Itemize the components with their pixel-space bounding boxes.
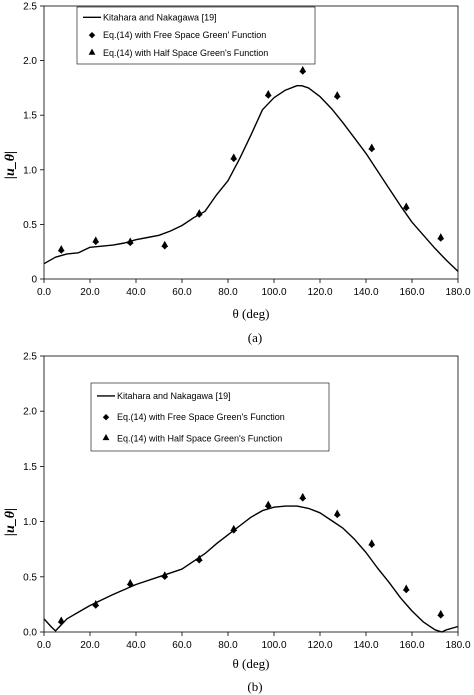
x-tick-label: 80.0 (218, 287, 238, 298)
data-point-half-space (368, 539, 376, 546)
data-point-half-space (402, 584, 410, 591)
x-axis-label: θ (deg) (233, 656, 270, 671)
data-point-half-space (126, 579, 134, 586)
data-point-half-space (92, 600, 100, 607)
data-point-half-space (195, 209, 203, 216)
chart-panel-b: 0.0 20.0 40.0 60.0 80.0 100.0 120.0 140.0 160.0 1… (3, 352, 471, 695)
data-point-half-space (230, 153, 238, 160)
y-axis-label: |u_θ| (3, 508, 18, 536)
x-tick-label: 0.0 (37, 640, 51, 651)
legend-diamond-swatch (102, 413, 110, 421)
plot-frame (43, 5, 459, 280)
y-axis-label-text: |u_θ| (3, 508, 18, 536)
data-point-half-space (57, 245, 65, 252)
data-point-half-space (57, 616, 65, 623)
chart-panel-a: 0.0 20.0 40.0 60.0 80.0 100.0 120.0 140.0 160.0 1… (3, 2, 471, 346)
x-tick-label: 180.0 (445, 640, 470, 651)
data-point-half-space (264, 90, 272, 97)
x-tick-label: 140.0 (353, 287, 378, 298)
x-tick-label: 160.0 (399, 640, 424, 651)
x-tick-label: 120.0 (307, 640, 332, 651)
legend-label: Eq.(14) with Free Space Green's Function (117, 412, 285, 422)
legend-label: Kitahara and Nakagawa [19] (117, 391, 231, 401)
legend-diamond-swatch (88, 31, 96, 39)
x-tick-label: 0.0 (37, 287, 51, 298)
y-tick-label: 1.5 (23, 462, 37, 473)
data-point-half-space (92, 236, 100, 243)
series-line-kitahara (43, 505, 459, 633)
x-tick-label: 180.0 (445, 287, 470, 298)
y-tick-label: 2.5 (23, 2, 37, 13)
x-tick-label: 60.0 (172, 287, 192, 298)
legend-box (90, 382, 330, 452)
legend-box (76, 6, 316, 65)
data-point-half-space (230, 524, 238, 532)
y-tick-label: 2.0 (23, 56, 37, 67)
plot-frame (43, 355, 459, 633)
data-point-half-space (126, 237, 134, 244)
y-tick-label: 0.5 (23, 572, 37, 583)
y-tick-label: 1.0 (23, 165, 37, 176)
panel-caption: (b) (247, 679, 262, 694)
legend-label: Eq.(14) with Half Space Green's Function (117, 433, 282, 443)
x-tick-label: 40.0 (126, 640, 146, 651)
x-tick-label: 20.0 (80, 287, 100, 298)
y-tick-label: 0 (31, 275, 37, 286)
x-tick-label: 120.0 (307, 287, 332, 298)
data-point-half-space (333, 91, 341, 98)
data-point-half-space (333, 509, 341, 516)
y-tick-label: 0.0 (23, 628, 37, 639)
x-tick-label: 140.0 (353, 640, 378, 651)
data-point-half-space (161, 240, 169, 247)
y-tick-label: 1.0 (23, 517, 37, 528)
x-tick-label: 20.0 (80, 640, 100, 651)
legend-triangle-swatch (102, 434, 110, 441)
data-point-half-space (264, 500, 272, 507)
x-tick-label: 80.0 (218, 640, 238, 651)
y-tick-label: 2.5 (23, 352, 37, 363)
data-point-half-space (299, 66, 307, 73)
data-point-half-space (437, 233, 445, 240)
data-point-half-space (402, 202, 410, 209)
x-tick-label: 100.0 (261, 640, 286, 651)
y-tick-label: 2.0 (23, 407, 37, 418)
x-tick-label: 60.0 (172, 640, 192, 651)
series-line-kitahara (43, 84, 459, 272)
y-tick-label: 0.5 (23, 220, 37, 231)
legend-label: Kitahara and Nakagawa [19] (103, 12, 217, 22)
y-axis-label-text: |u_θ| (3, 151, 18, 179)
data-point-half-space (161, 571, 169, 578)
x-tick-label: 40.0 (126, 287, 146, 298)
x-axis-label: θ (deg) (233, 306, 270, 321)
x-tick-label: 160.0 (399, 287, 424, 298)
panel-caption: (a) (248, 330, 262, 345)
legend-label: Eq.(14) with Free Space Green' Function (103, 30, 266, 40)
legend-label: Eq.(14) with Half Space Green's Function (103, 48, 268, 58)
y-axis-label: |u_θ| (3, 151, 18, 179)
data-point-half-space (437, 609, 445, 617)
data-point-half-space (368, 143, 376, 150)
y-tick-label: 1.5 (23, 111, 37, 122)
legend-triangle-swatch (88, 48, 96, 55)
data-point-half-space (299, 492, 307, 500)
x-tick-label: 100.0 (261, 287, 286, 298)
data-point-half-space (195, 554, 203, 561)
